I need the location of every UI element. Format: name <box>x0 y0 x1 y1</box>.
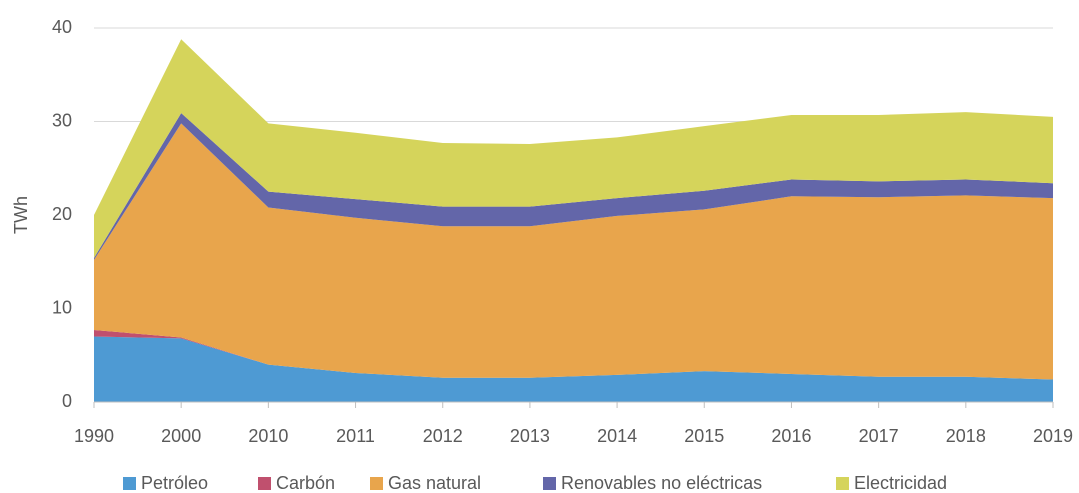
area <box>94 113 1053 260</box>
x-tick-label: 2017 <box>859 426 899 446</box>
legend-swatch <box>258 477 271 490</box>
x-tick-label: 2015 <box>684 426 724 446</box>
legend-label: Gas natural <box>388 473 481 493</box>
legend-swatch <box>370 477 383 490</box>
legend-swatch <box>836 477 849 490</box>
x-tick-label: 1990 <box>74 426 114 446</box>
legend-label: Electricidad <box>854 473 947 493</box>
area <box>94 336 1053 402</box>
x-tick-label: 2010 <box>248 426 288 446</box>
x-tick-label: 2019 <box>1033 426 1073 446</box>
y-tick-label: 30 <box>52 110 72 130</box>
y-tick-label: 0 <box>62 391 72 411</box>
legend-label: Carbón <box>276 473 335 493</box>
y-tick-label: 20 <box>52 204 72 224</box>
legend-swatch <box>123 477 136 490</box>
x-tick-label: 2011 <box>336 426 375 446</box>
x-tick-label: 2014 <box>597 426 637 446</box>
legend-swatch <box>543 477 556 490</box>
x-tick-label: 2018 <box>946 426 986 446</box>
y-tick-label: 10 <box>52 297 72 317</box>
legend-label: Petróleo <box>141 473 208 493</box>
x-tick-label: 2012 <box>423 426 463 446</box>
y-tick-label: 40 <box>52 17 72 37</box>
x-tick-label: 2000 <box>161 426 201 446</box>
legend-label: Renovables no eléctricas <box>561 473 762 493</box>
area <box>94 39 1053 259</box>
x-tick-label: 2016 <box>771 426 811 446</box>
x-tick-label: 2013 <box>510 426 550 446</box>
area <box>94 123 1053 380</box>
y-axis-label: TWh <box>11 196 31 234</box>
